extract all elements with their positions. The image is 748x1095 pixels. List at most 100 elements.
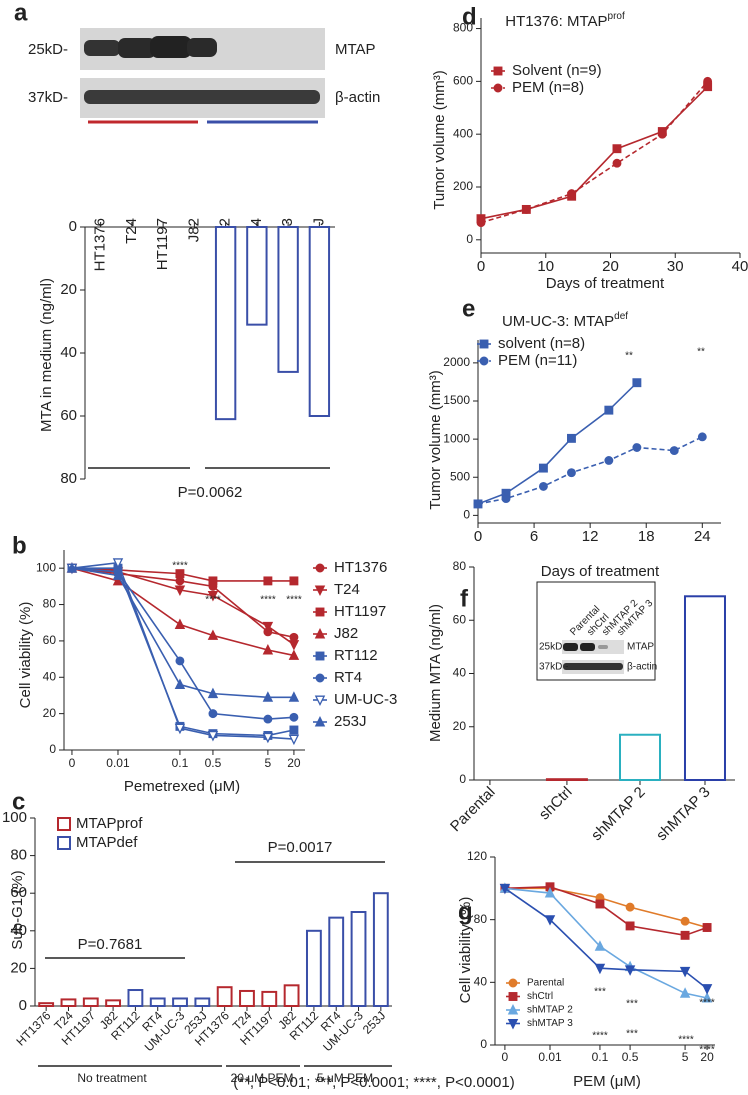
marker <box>703 76 713 86</box>
y-axis-label: Cell viability (%) <box>457 897 474 1004</box>
marker <box>112 558 124 569</box>
marker <box>508 992 518 1001</box>
x-tick-label: 20 <box>287 756 301 770</box>
marker <box>625 902 635 912</box>
y-tick-label: 1500 <box>443 393 470 407</box>
marker <box>538 481 548 491</box>
y-tick-label: 80 <box>453 559 467 573</box>
annotation: **** <box>286 595 302 606</box>
marker <box>479 339 489 349</box>
blot-marker: 37kD- <box>28 89 68 106</box>
y-tick-label: 0 <box>463 508 470 522</box>
marker <box>624 965 636 976</box>
annotation: **** <box>205 595 221 606</box>
marker <box>567 433 576 443</box>
marker <box>473 499 483 509</box>
blot-protein: MTAP <box>335 41 376 58</box>
annotation: ** <box>625 351 633 362</box>
annotation: P=0.0017 <box>268 839 333 856</box>
panel-letter: e <box>462 295 475 322</box>
y-tick-label: 60 <box>453 612 467 626</box>
marker <box>493 66 503 76</box>
marker <box>207 629 219 640</box>
marker <box>263 714 273 724</box>
bar <box>127 989 144 1008</box>
legend-label: PEM (n=8) <box>512 79 584 96</box>
bar <box>305 929 322 1007</box>
bar <box>38 1002 55 1007</box>
blot-band <box>118 38 156 58</box>
y-tick-label: 100 <box>2 809 27 826</box>
x-tick-label: 0.01 <box>538 1050 562 1064</box>
series-line <box>477 382 638 505</box>
title-sup: prof <box>608 11 625 22</box>
marker <box>288 734 300 746</box>
chart-title: HT1376: MTAPprof <box>505 11 625 30</box>
marker <box>174 678 186 689</box>
marker <box>262 643 274 655</box>
marker <box>207 731 219 742</box>
y-tick-label: 60 <box>60 407 77 424</box>
marker <box>567 189 577 199</box>
marker <box>289 632 299 642</box>
y-tick-label: 20 <box>10 959 27 976</box>
x-tick-label: HT1197 <box>154 218 171 270</box>
marker <box>501 494 511 504</box>
marker <box>208 709 218 719</box>
bar <box>308 226 331 417</box>
x-tick-label: 12 <box>582 528 599 545</box>
series-line <box>504 885 708 937</box>
marker <box>476 218 486 228</box>
marker <box>289 725 299 735</box>
marker <box>625 921 635 931</box>
y-tick-label: 40 <box>474 975 488 989</box>
series-line <box>71 567 295 657</box>
bar <box>60 998 77 1007</box>
bar <box>545 778 588 781</box>
marker <box>507 1003 519 1015</box>
marker <box>314 695 326 707</box>
annotation: P=0.0062 <box>178 484 243 501</box>
blot-band <box>187 38 217 57</box>
group-label: 5 μM PEM <box>317 1071 373 1085</box>
marker <box>289 712 299 722</box>
blot-protein: MTAP <box>627 642 654 653</box>
legend-label: shMTAP 3 <box>527 1018 573 1029</box>
bar <box>82 997 99 1007</box>
x-tick-label: 5 <box>682 1050 689 1064</box>
x-tick-label: 30 <box>667 258 684 275</box>
y-tick-label: 20 <box>453 719 467 733</box>
y-tick-label: 1000 <box>443 431 470 445</box>
marker <box>595 899 605 909</box>
marker <box>594 963 606 975</box>
y-tick-label: 60 <box>43 633 57 647</box>
series-line <box>477 436 703 505</box>
x-tick-label: 253J <box>360 1008 388 1036</box>
bar <box>216 986 233 1008</box>
marker <box>112 569 124 580</box>
bar <box>683 595 726 781</box>
panel-letter: g <box>458 898 473 925</box>
legend-label: solvent (n=8) <box>498 335 585 352</box>
marker <box>604 405 614 415</box>
x-tick-label: 0.1 <box>592 1050 609 1064</box>
legend-swatch <box>57 817 71 831</box>
y-tick-label: 400 <box>453 126 473 140</box>
marker <box>262 691 274 702</box>
x-tick-label: 0 <box>69 756 76 770</box>
marker <box>288 640 300 651</box>
blot-band <box>84 90 320 104</box>
marker <box>657 129 667 139</box>
marker <box>567 468 576 478</box>
marker <box>493 83 503 93</box>
marker <box>479 356 489 366</box>
marker <box>315 563 325 573</box>
marker <box>612 144 622 154</box>
legend-label: PEM (n=11) <box>498 352 577 369</box>
x-tick-label: shCtrl <box>536 784 576 824</box>
footnote: (**, P<0.01; ***, P<0.0001; ****, P<0.00… <box>233 1074 514 1091</box>
legend-label: Solvent (n=9) <box>512 62 602 79</box>
y-axis-label: Tumor volume (mm³) <box>427 370 444 509</box>
y-tick-label: 20 <box>43 706 57 720</box>
x-tick-label: Parental <box>447 784 499 836</box>
